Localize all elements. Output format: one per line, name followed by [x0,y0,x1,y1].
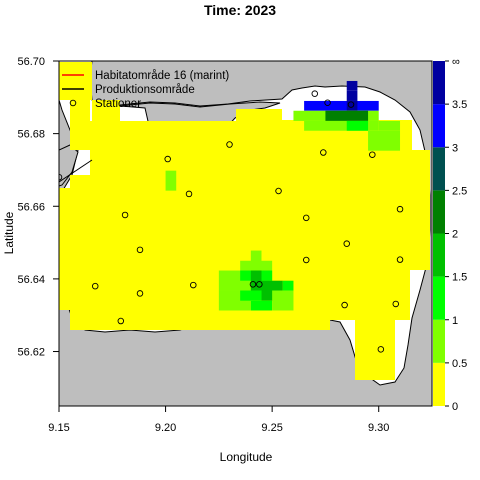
x-tick-label: 9.20 [155,422,176,434]
habitat-cell [378,120,401,131]
legend-label: Produktionsområde [95,84,195,96]
habitat-cell [250,270,262,291]
station-marker [136,246,144,254]
station-marker [249,281,257,288]
colorbar: 0 0.5 1 1.5 2 2.5 3 3.5 ∞ [433,56,467,413]
station-marker [91,282,99,290]
colorbar-segment [433,61,445,105]
habitat-cell [304,100,379,111]
x-tick-label: 9.15 [48,422,69,434]
station-marker [190,281,197,289]
habitat-cell [165,170,177,191]
legend-marker-swatch [69,99,77,107]
colorbar-segment [433,233,445,277]
habitat-cell-base [240,120,300,180]
colorbar-tick-label: 2.5 [452,185,467,197]
station-marker [369,151,376,158]
y-tick-label: 56.62 [17,347,45,359]
y-axis-label: Latitude [2,211,16,254]
colorbar-tick-label: 3 [452,142,458,154]
station-marker [117,317,125,325]
habitat-cell [272,290,294,311]
y-axis: 56.62 56.64 56.66 56.68 56.70 [17,56,59,359]
habitat-cell-base [92,100,120,121]
plot-area [59,61,432,406]
station-marker [396,256,404,263]
habitat-cell-base [355,320,395,380]
production-area-line [59,159,93,183]
station-marker [347,101,355,108]
habitat-cell [325,110,369,121]
chart-title: Time: 2023 [204,2,276,18]
habitat-cell [250,300,273,311]
colorbar-segment [433,362,445,406]
colorbar-segment [433,104,445,148]
colorbar-tick-label: 0 [452,401,458,413]
station-marker [164,155,171,163]
station-marker [185,190,193,198]
station-marker [226,141,233,148]
habitat-cell [346,80,358,91]
habitat-cell [368,130,401,151]
habitat-cell [346,120,369,131]
station-marker [341,301,348,309]
station-marker [320,149,327,156]
station-markers [59,90,404,353]
y-tick-label: 56.66 [17,201,45,213]
colorbar-tick-label: ∞ [452,56,460,68]
habitat-cell-base [70,100,90,150]
y-tick-label: 56.64 [17,274,45,286]
habitat-cell [282,280,294,291]
habitat-cell [240,290,262,301]
x-axis-label: Longitude [220,450,273,464]
habitat-cell-base [300,320,330,328]
habitat-cell [250,250,262,271]
y-tick-label: 56.68 [17,129,45,141]
station-marker [324,99,331,107]
colorbar-segment [433,190,445,234]
x-axis: 9.15 9.20 9.25 9.30 [48,406,389,434]
habitat-cells [59,62,430,380]
habitat-cell-base [150,178,240,210]
colorbar-segment [433,147,445,191]
plot-frame [58,60,433,407]
station-marker [377,346,385,353]
habitat-cell [346,100,358,111]
habitat-cell-base [59,62,92,100]
station-marker [396,205,404,213]
station-marker [302,214,310,222]
habitat-cell-base [90,320,160,328]
area-outlines [59,159,93,183]
station-marker [302,256,310,264]
habitat-cell-base [59,188,70,310]
x-tick-label: 9.25 [261,422,282,434]
y-tick-label: 56.70 [17,56,45,68]
station-marker [136,290,144,297]
habitat-cell [240,260,273,271]
colorbar-tick-label: 1.5 [452,272,467,284]
habitat-cell-base [300,200,410,320]
habitat-cell-base [410,150,430,270]
legend-label: Habitatområde 16 (marint) [95,70,229,82]
legend: Habitatområde 16 (marint) Produktionsområ… [62,70,229,110]
colorbar-tick-label: 0.5 [452,358,467,370]
colorbar-tick-label: 2 [452,229,458,241]
colorbar-tick-label: 3.5 [452,99,467,111]
x-tick-label: 9.30 [368,422,389,434]
habitat-cell [304,120,379,131]
station-marker [311,90,319,97]
station-marker [256,281,263,288]
station-marker [275,187,282,195]
station-marker [392,300,400,308]
station-marker [121,211,129,219]
colorbar-segment [433,319,445,363]
habitat-cell-base [236,109,282,121]
habitat-cell [346,90,358,101]
legend-label: Stationer [95,98,141,110]
colorbar-tick-label: 1 [452,315,458,327]
station-marker [343,240,350,247]
colorbar-segment [433,276,445,320]
